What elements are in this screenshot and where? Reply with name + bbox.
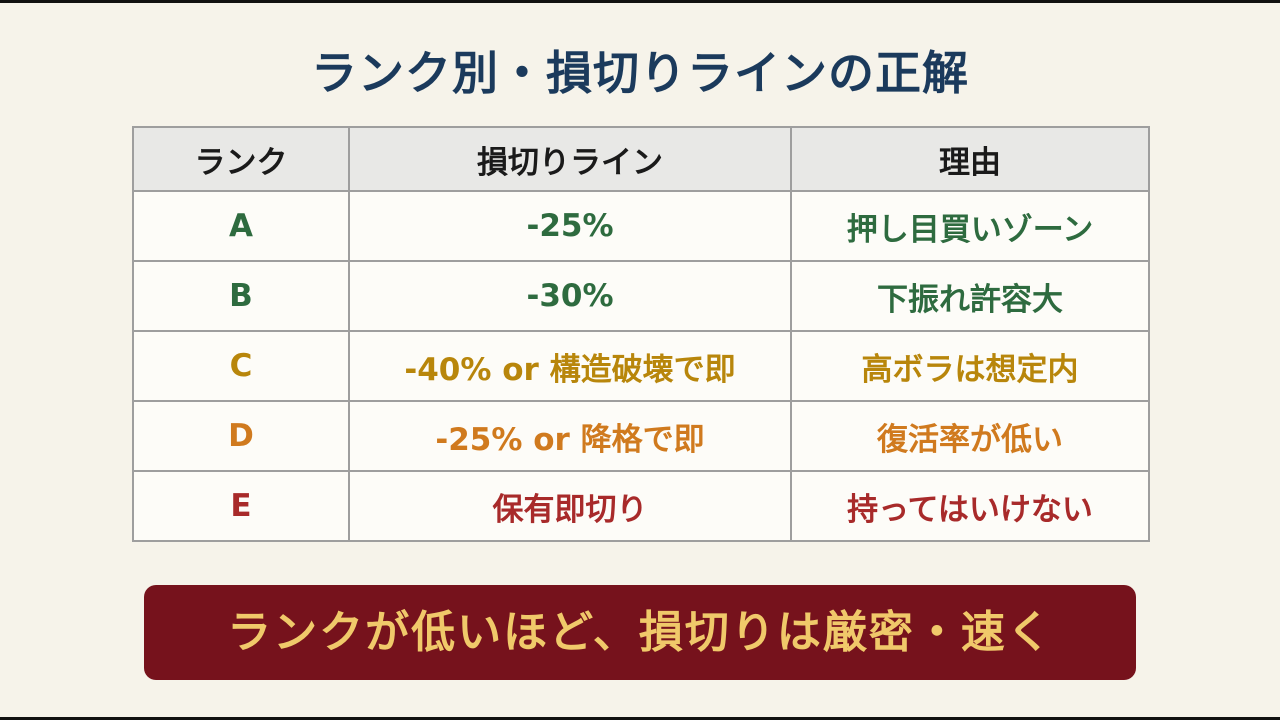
header-stop-loss: 損切りライン — [348, 126, 792, 192]
rank-cell: B — [132, 260, 350, 332]
rank-table: ランク 損切りライン 理由 A -25% 押し目買いゾーン B -30% 下振れ… — [132, 126, 1150, 542]
slide: ランク別・損切りラインの正解 ランク 損切りライン 理由 A -25% 押し目買… — [0, 3, 1280, 717]
rank-cell: C — [132, 330, 350, 402]
rank-cell: D — [132, 400, 350, 472]
table-row: A -25% 押し目買いゾーン — [132, 190, 1150, 262]
rank-cell: A — [132, 190, 350, 262]
rank-cell: E — [132, 470, 350, 542]
summary-banner: ランクが低いほど、損切りは厳密・速く — [144, 585, 1136, 680]
table-row: D -25% or 降格で即 復活率が低い — [132, 400, 1150, 472]
reason-cell: 復活率が低い — [790, 400, 1150, 472]
table-row: C -40% or 構造破壊で即 高ボラは想定内 — [132, 330, 1150, 402]
table-header-row: ランク 損切りライン 理由 — [132, 126, 1150, 192]
stop-loss-cell: -40% or 構造破壊で即 — [348, 330, 792, 402]
table-row: B -30% 下振れ許容大 — [132, 260, 1150, 332]
reason-cell: 高ボラは想定内 — [790, 330, 1150, 402]
stop-loss-cell: -30% — [348, 260, 792, 332]
table-row: E 保有即切り 持ってはいけない — [132, 470, 1150, 542]
reason-cell: 持ってはいけない — [790, 470, 1150, 542]
stop-loss-cell: -25% — [348, 190, 792, 262]
reason-cell: 下振れ許容大 — [790, 260, 1150, 332]
stop-loss-cell: -25% or 降格で即 — [348, 400, 792, 472]
header-reason: 理由 — [790, 126, 1150, 192]
stop-loss-cell: 保有即切り — [348, 470, 792, 542]
header-rank: ランク — [132, 126, 350, 192]
page-title: ランク別・損切りラインの正解 — [311, 46, 969, 100]
reason-cell: 押し目買いゾーン — [790, 190, 1150, 262]
